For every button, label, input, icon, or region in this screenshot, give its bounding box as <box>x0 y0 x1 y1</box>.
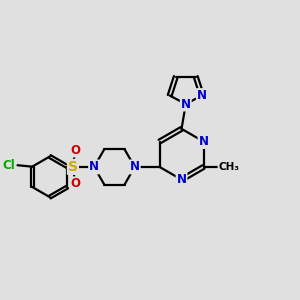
Text: N: N <box>197 89 207 102</box>
Text: N: N <box>130 160 140 173</box>
Text: O: O <box>70 177 80 190</box>
Text: Cl: Cl <box>2 159 15 172</box>
Text: N: N <box>181 98 191 110</box>
Text: O: O <box>70 143 80 157</box>
Text: N: N <box>176 173 187 186</box>
Text: N: N <box>89 160 99 173</box>
Text: N: N <box>199 135 208 148</box>
Text: CH₃: CH₃ <box>218 162 239 172</box>
Text: S: S <box>68 160 78 174</box>
